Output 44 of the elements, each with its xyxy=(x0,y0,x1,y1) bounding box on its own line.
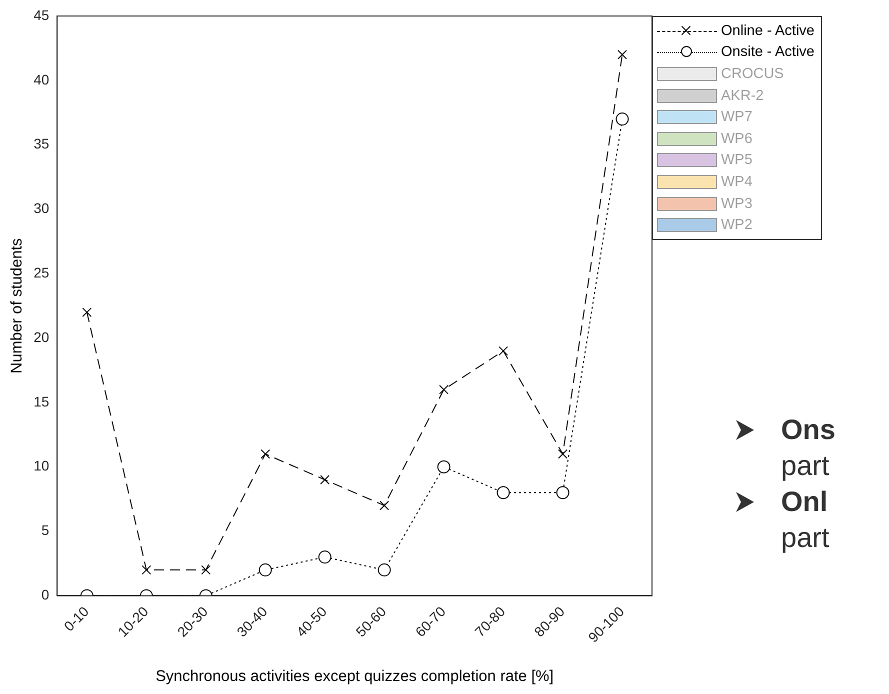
point xyxy=(320,475,330,484)
point xyxy=(201,565,211,575)
point xyxy=(378,563,391,576)
legend-label: WP6 xyxy=(721,130,752,147)
y-tick-label: 30 xyxy=(34,200,50,216)
point xyxy=(618,50,627,60)
y-tick-label: 20 xyxy=(34,328,50,345)
x-tick-label: 0-10 xyxy=(60,603,92,634)
point xyxy=(437,460,450,474)
y-tick-label: 5 xyxy=(41,522,50,538)
legend-label: WP2 xyxy=(721,217,752,234)
legend-label: Onsite - Active xyxy=(721,44,814,60)
point xyxy=(258,563,272,576)
point xyxy=(616,112,629,126)
text: part xyxy=(781,449,830,483)
legend-label: WP7 xyxy=(721,109,752,126)
legend-label: CROCUS xyxy=(721,66,784,82)
y-tick-label: 45 xyxy=(34,6,50,23)
text: part xyxy=(781,521,830,555)
point xyxy=(82,308,92,318)
y-axis-title: Number of students xyxy=(8,238,26,374)
point xyxy=(318,550,332,564)
point xyxy=(496,486,510,500)
legend-label: Online - Active xyxy=(721,22,814,39)
x-axis-title: Synchronous activities except quizzes completion rate [%] xyxy=(156,668,554,685)
legend-label: WP4 xyxy=(721,174,752,190)
point xyxy=(439,384,449,394)
point xyxy=(556,486,570,500)
y-tick-label: 25 xyxy=(34,264,50,280)
text: Onl xyxy=(781,485,828,519)
y-tick-label: 40 xyxy=(34,71,50,88)
legend-label: WP5 xyxy=(721,152,752,168)
text: Ons xyxy=(781,413,836,447)
y-tick-label: 0 xyxy=(41,586,50,603)
point xyxy=(498,346,508,356)
y-tick-label: 35 xyxy=(34,136,50,152)
point xyxy=(380,500,390,510)
legend-label: AKR-2 xyxy=(721,88,764,104)
point xyxy=(142,565,152,575)
y-tick-label: 15 xyxy=(34,393,50,410)
legend-label: WP3 xyxy=(721,196,752,212)
point xyxy=(558,449,568,459)
y-tick-label: 10 xyxy=(34,458,50,474)
point xyxy=(260,449,270,459)
